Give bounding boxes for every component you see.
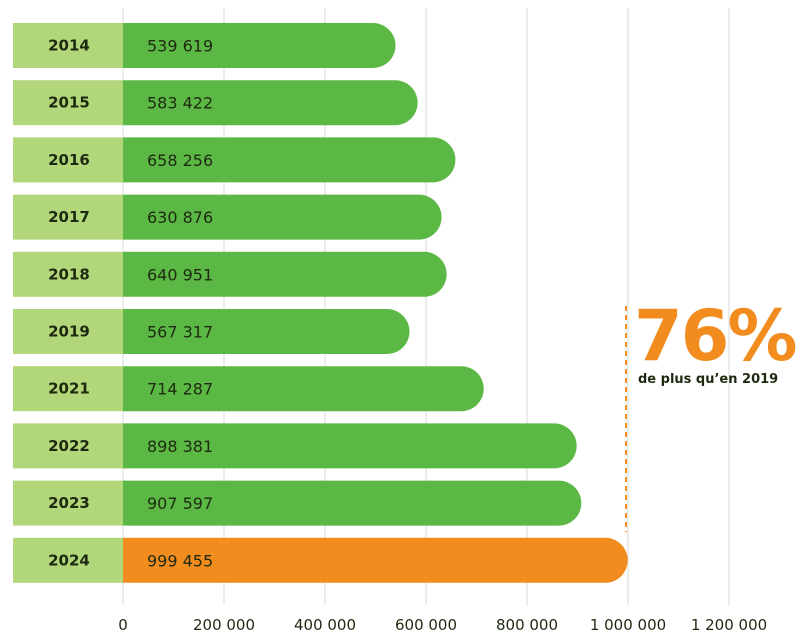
value-label: 714 287 (147, 380, 213, 399)
year-label: 2019 (48, 323, 90, 341)
value-label: 567 317 (147, 323, 213, 342)
value-label: 999 455 (147, 551, 213, 570)
year-label-box (13, 480, 123, 526)
year-label: 2015 (48, 94, 90, 112)
bar (123, 251, 447, 297)
x-tick-label: 600 000 (395, 616, 457, 633)
year-label-box (13, 23, 123, 68)
value-label: 907 597 (147, 494, 213, 513)
year-label-box (13, 537, 123, 583)
year-label: 2021 (48, 380, 90, 398)
callout-text: de plus qu’en 2019 (638, 372, 779, 387)
year-label: 2016 (48, 151, 90, 169)
value-label: 539 619 (147, 37, 213, 56)
year-label: 2022 (48, 437, 90, 455)
bar (123, 309, 410, 354)
bar (123, 23, 396, 68)
bar (123, 537, 628, 583)
bar (123, 480, 582, 526)
year-label: 2023 (48, 494, 90, 512)
x-tick-label: 1 200 000 (691, 616, 767, 633)
value-label: 583 422 (147, 94, 213, 113)
year-label-box (13, 251, 123, 297)
bar (123, 423, 577, 469)
bar (123, 137, 456, 183)
value-label: 898 381 (147, 437, 213, 456)
value-label: 640 951 (147, 265, 213, 284)
year-label: 2014 (48, 37, 90, 55)
x-tick-label: 1 000 000 (590, 616, 666, 633)
x-tick-label: 200 000 (193, 616, 255, 633)
year-label-box (13, 194, 123, 240)
x-tick-label: 0 (118, 616, 128, 633)
value-label: 630 876 (147, 208, 213, 227)
year-label: 2018 (48, 265, 90, 283)
year-label-box (13, 80, 123, 126)
callout-percent: 76% (634, 295, 798, 377)
year-label-box (13, 137, 123, 183)
year-label-box (13, 309, 123, 354)
year-label: 2017 (48, 208, 90, 226)
year-label-box (13, 423, 123, 469)
bar (123, 366, 484, 412)
value-label: 658 256 (147, 151, 213, 170)
bar (123, 80, 418, 126)
x-tick-label: 800 000 (496, 616, 558, 633)
year-label: 2024 (48, 551, 90, 569)
bar (123, 194, 442, 240)
year-label-box (13, 366, 123, 412)
x-tick-label: 400 000 (294, 616, 356, 633)
